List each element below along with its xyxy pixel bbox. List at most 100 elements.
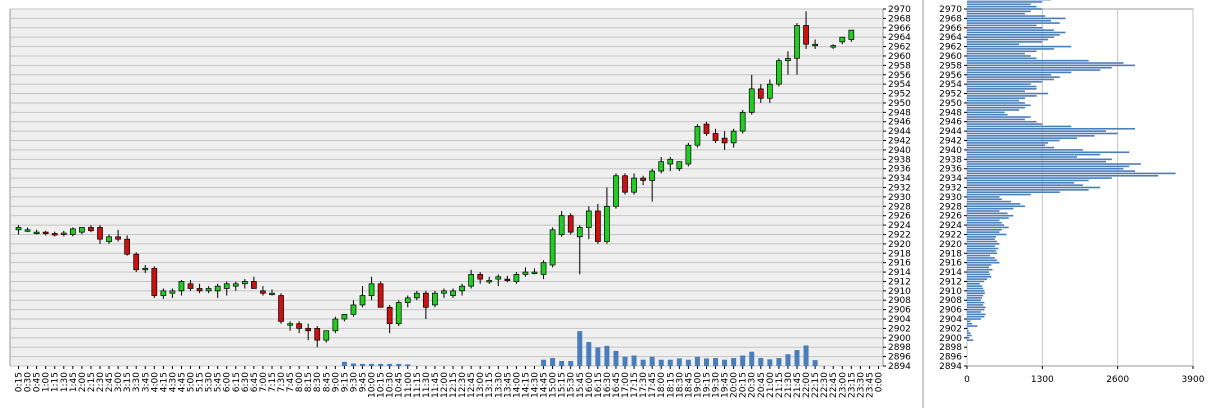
profile-price-tick-label: 2948: [939, 108, 962, 118]
profile-bar: [967, 193, 1031, 196]
profile-bar: [967, 73, 1052, 76]
profile-bar: [967, 172, 1176, 175]
volume-bar: [803, 345, 809, 366]
volume-bar: [694, 356, 700, 366]
profile-bar: [967, 59, 1089, 62]
candle-body-up: [450, 290, 456, 296]
profile-bar: [967, 292, 985, 294]
time-tick-label: 16:30: [603, 372, 613, 398]
profile-bar: [967, 116, 1031, 118]
time-tick-label: 2:30: [96, 372, 106, 392]
profile-bar: [967, 306, 986, 309]
profile-bar: [967, 257, 995, 259]
profile-bar: [967, 304, 984, 306]
candle-body-down: [567, 215, 574, 233]
time-tick-label: 19:00: [693, 372, 703, 398]
profile-price-axis: 2894289628982900290229042906290829102912…: [939, 5, 967, 372]
time-tick-label: 13:15: [485, 372, 495, 398]
profile-bar: [967, 245, 995, 248]
price-tick-label: 2968: [888, 14, 911, 24]
candle-body-up: [730, 130, 737, 144]
candle-body-up: [776, 60, 782, 85]
candle-body-up: [269, 292, 275, 296]
profile-bar: [967, 214, 1014, 217]
candle-body-up: [604, 205, 610, 242]
profile-volume-tick-label: 0: [964, 375, 970, 385]
time-tick-label: 22:15: [811, 372, 821, 398]
profile-bar: [967, 123, 1043, 125]
profile-bar: [967, 83, 1031, 85]
profile-bar: [967, 203, 1021, 205]
profile-bar: [967, 26, 1043, 29]
profile-bar: [967, 43, 1020, 46]
profile-bar: [967, 174, 1159, 177]
candle-body-down: [377, 283, 384, 308]
volume-bar: [685, 359, 691, 366]
profile-price-tick-label: 2944: [939, 127, 962, 137]
profile-bar: [967, 3, 1031, 6]
volume-bar: [568, 360, 574, 366]
price-tick-label: 2920: [888, 240, 911, 250]
price-tick-label: 2912: [888, 277, 911, 287]
price-tick-label: 2932: [888, 184, 911, 194]
candle-body-down: [151, 267, 158, 296]
profile-bar: [967, 137, 1078, 139]
candle-body-up: [232, 283, 239, 287]
price-tick-label: 2896: [888, 353, 911, 363]
volume-bar: [387, 363, 393, 366]
price-tick-label: 2934: [888, 174, 911, 184]
time-tick-label: 20:15: [739, 372, 749, 398]
candle-body-down: [721, 137, 728, 144]
time-tick-label: 10:00: [368, 372, 378, 398]
profile-bar: [967, 290, 985, 292]
profile-bar: [967, 217, 1009, 219]
time-tick-label: 15:15: [558, 372, 568, 398]
candle-body-up: [459, 285, 465, 292]
profile-bar: [967, 191, 1060, 193]
profile-price-tick-label: 2920: [939, 240, 962, 250]
profile-price-tick-label: 2908: [939, 296, 962, 306]
time-tick-label: 4:15: [159, 372, 169, 392]
time-tick-label: 17:30: [639, 372, 649, 398]
time-tick-label: 12:45: [467, 372, 477, 398]
time-tick-label: 22:45: [829, 372, 839, 398]
volume-bar: [341, 361, 347, 366]
time-tick-label: 22:00: [802, 372, 812, 398]
profile-price-tick-label: 2968: [939, 14, 962, 24]
price-tick-label: 2928: [888, 202, 911, 212]
candle-body-up: [241, 281, 248, 285]
price-axis: 2894289628982900290229042906290829102912…: [883, 5, 911, 372]
time-tick-label: 12:00: [440, 372, 450, 398]
time-tick-label: 0:00: [874, 372, 884, 392]
profile-bar: [967, 266, 990, 269]
time-tick-label: 5:30: [205, 372, 215, 392]
profile-bar: [967, 301, 985, 304]
profile-bar: [967, 224, 1005, 226]
price-tick-label: 2936: [888, 165, 911, 175]
candle-body-down: [196, 288, 203, 292]
volume-bar: [577, 331, 583, 366]
profile-price-tick-label: 2970: [939, 5, 962, 15]
price-tick-label: 2900: [888, 334, 911, 344]
profile-price-tick-label: 2928: [939, 202, 962, 212]
volume-bar: [369, 363, 375, 366]
candle-body-down: [757, 88, 764, 99]
profile-bar: [967, 76, 1060, 78]
candle-body-up: [169, 290, 176, 294]
price-tick-label: 2922: [888, 230, 911, 240]
price-tick-label: 2962: [888, 43, 911, 53]
profile-bar: [967, 167, 1124, 170]
price-tick-label: 2952: [888, 90, 911, 100]
profile-bar: [967, 285, 983, 287]
volume-bar: [794, 350, 800, 366]
candle-body-up: [106, 236, 112, 242]
candle-body-up: [395, 302, 402, 325]
candle-body-down: [477, 274, 484, 280]
profile-bar: [967, 264, 992, 266]
time-tick-label: 8:45: [322, 372, 332, 392]
time-tick-label: 9:30: [349, 372, 359, 392]
volume-bar: [378, 363, 384, 366]
profile-bar: [967, 48, 1054, 50]
profile-bar: [967, 12, 1025, 15]
time-tick-label: 12:15: [449, 372, 459, 398]
